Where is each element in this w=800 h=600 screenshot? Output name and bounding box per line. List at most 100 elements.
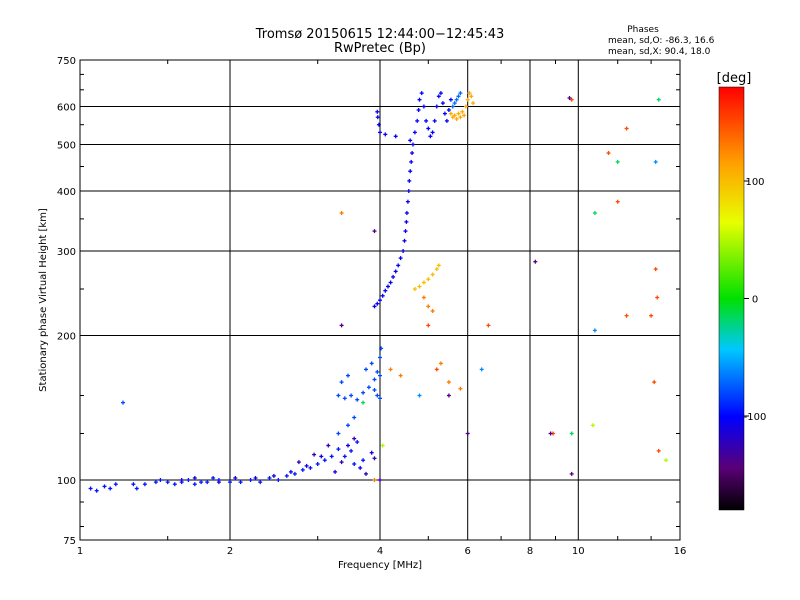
data-point [624, 126, 629, 131]
data-point [131, 482, 136, 487]
data-point [192, 476, 197, 480]
data-point [346, 423, 350, 428]
data-point [430, 309, 435, 313]
data-point [372, 478, 377, 482]
data-point [339, 460, 344, 465]
data-point [615, 199, 620, 204]
data-point [366, 385, 371, 390]
data-point [655, 295, 660, 300]
data-point [300, 467, 305, 472]
data-point [369, 450, 374, 455]
data-point [590, 423, 595, 428]
data-point [438, 361, 443, 366]
data-point [375, 301, 380, 306]
data-point [407, 178, 412, 183]
data-point [412, 287, 417, 291]
data-point [569, 471, 574, 476]
data-point [346, 373, 350, 378]
data-point [419, 91, 424, 96]
data-point [434, 367, 439, 372]
data-point [465, 97, 470, 102]
data-point [228, 480, 232, 485]
data-point [271, 473, 276, 478]
data-point [567, 96, 572, 100]
data-point [442, 111, 447, 116]
data-point [398, 256, 403, 261]
data-point [454, 97, 459, 102]
data-point [94, 488, 99, 493]
data-point [375, 393, 380, 398]
y-tick-label: 200 [57, 332, 76, 343]
data-point [592, 328, 597, 333]
data-point [292, 471, 297, 476]
data-point [179, 478, 184, 482]
y-tick-label: 300 [57, 247, 76, 258]
data-point [424, 118, 429, 123]
data-point [462, 113, 467, 118]
data-point [326, 443, 331, 448]
data-point [411, 142, 415, 147]
colorbar [718, 86, 745, 511]
data-point [88, 486, 93, 491]
chart-subtitle: RwPretec (Bp) [334, 41, 426, 56]
data-point [624, 313, 629, 318]
data-point [486, 323, 491, 328]
colorbar-tick-label: 0 [752, 295, 758, 306]
y-axis-label: Stationary phase Virtual Height [km] [38, 208, 49, 392]
plot-frame [79, 59, 681, 541]
data-point [165, 480, 170, 485]
colorbar-label: [deg] [717, 71, 752, 86]
data-point [463, 104, 468, 109]
data-point [388, 280, 393, 285]
data-point [436, 263, 441, 268]
data-point [405, 199, 410, 204]
data-point [430, 272, 435, 277]
data-point [342, 396, 347, 401]
data-point [388, 367, 393, 372]
data-point [393, 269, 398, 274]
data-point [417, 97, 422, 102]
y-tick-label: 75 [63, 536, 76, 547]
data-point [361, 390, 366, 395]
data-point [205, 480, 210, 485]
data-point [372, 304, 377, 309]
data-point [569, 97, 574, 102]
x-tick-label: 6 [465, 546, 471, 557]
data-point [417, 284, 422, 289]
data-point [346, 443, 350, 448]
data-point [615, 159, 620, 164]
data-point [450, 104, 455, 109]
data-point [436, 94, 441, 99]
data-point [446, 380, 451, 385]
y-tick-label: 100 [57, 476, 76, 487]
data-point [375, 109, 380, 114]
data-point [372, 456, 377, 461]
data-point [378, 355, 382, 360]
data-point [409, 159, 414, 164]
data-point [378, 373, 382, 378]
data-point [467, 91, 472, 96]
data-point [288, 469, 293, 474]
data-point [404, 211, 409, 215]
data-point [142, 482, 147, 487]
data-point [102, 484, 107, 489]
data-point [284, 473, 289, 478]
data-point [592, 211, 597, 215]
data-point [396, 263, 401, 268]
data-point [446, 393, 451, 398]
data-point [408, 169, 413, 174]
data-point [465, 431, 470, 436]
data-point [364, 471, 368, 476]
data-point [426, 277, 431, 282]
x-tick-label: 1 [77, 546, 83, 557]
data-point [426, 304, 431, 309]
data-point [361, 400, 366, 405]
data-point [403, 229, 408, 234]
data-point [312, 452, 317, 457]
data-point [412, 130, 417, 135]
data-point [192, 482, 197, 487]
y-tick-label: 750 [57, 56, 76, 67]
data-point [383, 132, 388, 137]
x-axis-ticks: 1 2 4 6 8 10 16 [77, 60, 686, 557]
